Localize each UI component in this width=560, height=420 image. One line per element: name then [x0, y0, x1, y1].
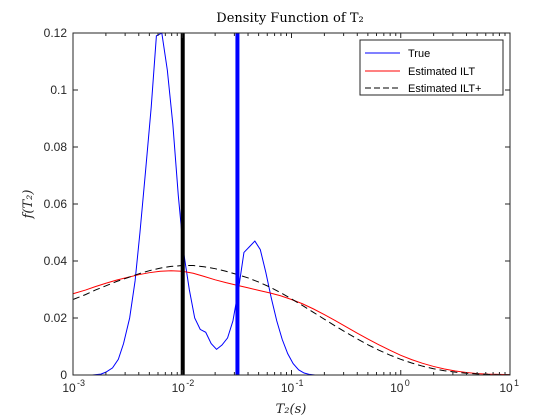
- y-tick-label: 0.04: [44, 254, 68, 268]
- chart-title-text: Density Function of T₂: [216, 11, 363, 26]
- x-tick-label-exponent: -2: [186, 378, 194, 388]
- y-tick-label: 0: [60, 368, 67, 382]
- series-line-true: [73, 32, 510, 376]
- x-tick-label: 10: [390, 381, 404, 395]
- y-tick-label: 0.1: [50, 83, 67, 97]
- series-line-estimated-ilt-plus: [72, 265, 510, 376]
- x-axis-label: T₂(s): [276, 402, 307, 417]
- legend: True Estimated ILT Estimated ILT+: [359, 39, 504, 96]
- x-tick-label: 10: [281, 381, 295, 395]
- x-tick-label-exponent: 1: [514, 378, 519, 388]
- y-tick-label: 0.02: [44, 311, 68, 325]
- x-tick-label: 10: [62, 381, 76, 395]
- y-tick-label: 0.12: [44, 26, 68, 40]
- x-tick-label: 10: [499, 381, 513, 395]
- chart-title: Density Function of T₂: [216, 11, 363, 26]
- legend-box: [359, 39, 504, 96]
- series-line-estimated-ilt: [72, 270, 511, 376]
- vertical-markers: [180, 33, 240, 375]
- y-axis-ticks: 0 0.02 0.04 0.06 0.08 0.1 0.12: [44, 26, 510, 382]
- legend-label-estimated-ilt: Estimated ILT: [408, 66, 475, 78]
- legend-label-estimated-ilt-plus: Estimated ILT+: [408, 83, 481, 95]
- x-tick-label-exponent: 0: [405, 378, 410, 388]
- series-layer: [72, 32, 511, 376]
- x-tick-label-exponent: -3: [77, 378, 85, 388]
- y-axis-label: f(T₂): [21, 190, 36, 220]
- legend-label-true: True: [408, 48, 430, 60]
- x-tick-label: 10: [172, 381, 186, 395]
- y-tick-label: 0.08: [44, 140, 68, 154]
- y-tick-label: 0.06: [44, 197, 68, 211]
- x-tick-label-exponent: -1: [296, 378, 304, 388]
- x-axis-ticks: 10 -3 10 -2 10 -1 10 0 10 1: [62, 33, 519, 395]
